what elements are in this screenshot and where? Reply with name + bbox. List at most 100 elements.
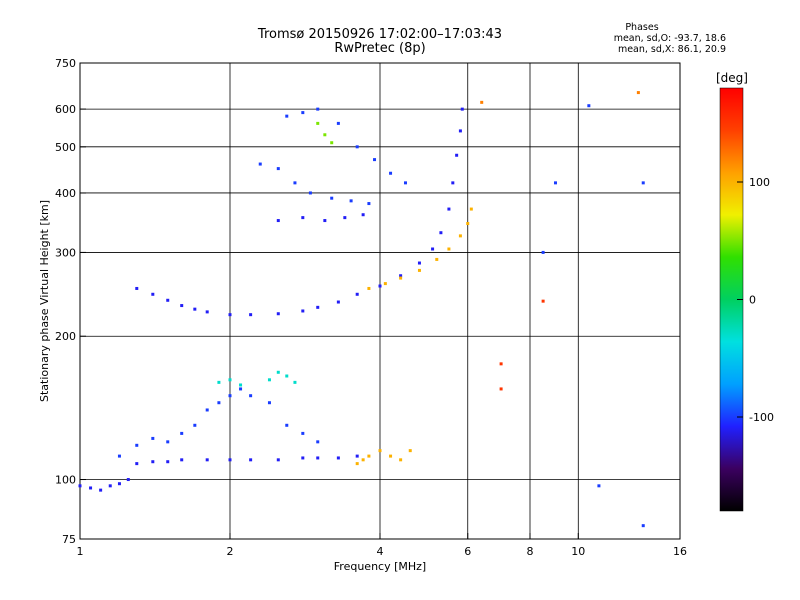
data-point	[151, 292, 155, 296]
data-point	[336, 456, 340, 460]
data-point	[355, 462, 359, 466]
data-point	[378, 284, 382, 288]
data-point	[276, 219, 280, 223]
data-point	[378, 449, 382, 453]
data-point	[460, 107, 464, 111]
data-point	[293, 380, 297, 384]
data-point	[417, 268, 421, 272]
y-tick-label: 200	[55, 330, 76, 343]
data-point	[447, 247, 451, 251]
data-point	[316, 305, 320, 309]
data-point	[587, 104, 591, 108]
colorbar-tick-label: 100	[749, 176, 770, 189]
x-tick-label: 8	[527, 545, 534, 558]
data-point	[166, 298, 170, 302]
data-point	[330, 141, 334, 145]
data-point	[151, 460, 155, 464]
data-point	[135, 286, 139, 290]
data-point	[308, 191, 312, 195]
data-point	[383, 282, 387, 286]
colorbar-label: [deg]	[716, 71, 748, 85]
y-axis-label: Stationary phase Virtual Height [km]	[38, 200, 51, 402]
data-point	[399, 458, 403, 462]
data-point	[166, 460, 170, 464]
data-point	[108, 484, 112, 488]
data-point	[228, 313, 232, 317]
data-point	[151, 436, 155, 440]
data-point	[451, 181, 455, 185]
x-tick-label: 6	[464, 545, 471, 558]
data-point	[205, 310, 209, 314]
data-point	[367, 286, 371, 290]
data-point	[99, 488, 103, 492]
y-tick-label: 300	[55, 246, 76, 259]
data-point	[469, 207, 473, 211]
data-point	[458, 129, 462, 133]
data-point	[267, 401, 271, 405]
data-point	[480, 100, 484, 104]
x-tick-label: 10	[571, 545, 585, 558]
data-point	[316, 121, 320, 125]
data-point	[373, 158, 377, 162]
data-point	[439, 231, 443, 235]
data-point	[193, 307, 197, 311]
data-point	[355, 292, 359, 296]
data-point	[455, 153, 459, 157]
data-point	[355, 454, 359, 458]
data-point	[316, 440, 320, 444]
data-point	[89, 486, 93, 490]
data-point	[367, 454, 371, 458]
data-point	[228, 458, 232, 462]
tick-labels: 1 2 4 6 8 10 16 75 100 200 300 400 500 600 750	[55, 57, 687, 558]
data-point	[323, 219, 327, 223]
colorbar-tick-label: -100	[749, 411, 774, 424]
data-point	[239, 387, 243, 391]
data-point	[403, 181, 407, 185]
data-point	[228, 378, 232, 382]
data-point	[636, 91, 640, 95]
data-point	[180, 431, 184, 435]
data-point	[276, 312, 280, 316]
data-point	[343, 216, 347, 220]
data-point	[641, 181, 645, 185]
data-point	[301, 456, 305, 460]
data-point	[180, 304, 184, 308]
data-point	[499, 362, 503, 366]
data-point	[117, 454, 121, 458]
colorbar-tick-label: 0	[749, 294, 756, 307]
data-points	[78, 91, 645, 528]
data-point	[249, 394, 253, 398]
data-point	[267, 378, 271, 382]
data-point	[276, 167, 280, 171]
data-point	[330, 196, 334, 200]
x-axis-label: Frequency [MHz]	[334, 560, 426, 573]
y-tick-label: 75	[62, 533, 76, 546]
data-point	[316, 456, 320, 460]
data-point	[336, 121, 340, 125]
data-point	[417, 261, 421, 265]
y-tick-label: 100	[55, 474, 76, 487]
x-tick-label: 4	[377, 545, 384, 558]
data-point	[301, 309, 305, 313]
data-point	[126, 478, 130, 482]
data-point	[389, 171, 393, 175]
data-point	[117, 482, 121, 486]
data-point	[301, 111, 305, 115]
axis-ticks	[79, 62, 681, 540]
data-point	[285, 423, 289, 427]
data-point	[597, 484, 601, 488]
data-point	[180, 458, 184, 462]
data-point	[399, 276, 403, 280]
data-point	[135, 443, 139, 447]
data-point	[361, 458, 365, 462]
data-point	[228, 394, 232, 398]
data-point	[276, 370, 280, 374]
data-point	[389, 454, 393, 458]
data-point	[431, 247, 435, 251]
phases-mean-o: mean, sd,O: -93.7, 18.6	[613, 33, 726, 44]
data-point	[435, 257, 439, 261]
data-point	[249, 458, 253, 462]
y-tick-label: 400	[55, 187, 76, 200]
x-tick-label: 16	[673, 545, 687, 558]
